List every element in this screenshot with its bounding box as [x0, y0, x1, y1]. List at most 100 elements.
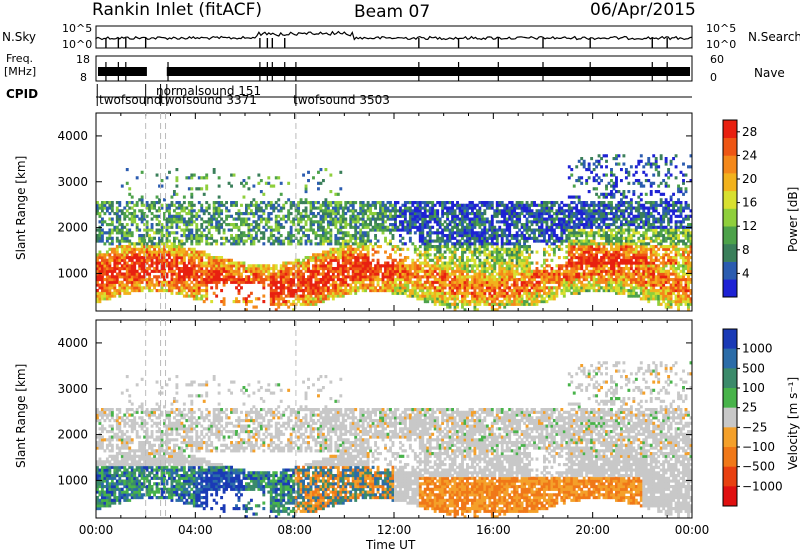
power-cell: [493, 261, 497, 265]
power-cell: [344, 261, 348, 265]
power-cell: [490, 267, 494, 271]
power-cell: [200, 231, 204, 235]
power-cell: [500, 261, 504, 265]
power-cell: [331, 201, 335, 205]
power-cell: [160, 250, 164, 254]
power-cell: [361, 258, 365, 262]
power-cell: [538, 234, 541, 238]
power-cell: [140, 170, 144, 174]
power-cell: [297, 228, 301, 232]
power-cell: [304, 297, 308, 301]
power-cell: [386, 269, 390, 273]
power-cell: [391, 269, 395, 273]
power-cell: [508, 228, 512, 232]
power-cell: [438, 280, 442, 284]
power-cell: [451, 291, 454, 295]
power-cell: [202, 176, 206, 180]
power-cell: [480, 223, 484, 227]
power-cell: [287, 286, 291, 290]
power-cell: [297, 206, 301, 210]
power-cell: [326, 289, 330, 293]
power-cell: [547, 291, 551, 295]
power-cell: [528, 261, 531, 265]
power-cell: [428, 247, 432, 251]
power-cell: [307, 239, 310, 243]
power-cell: [426, 291, 430, 295]
power-cell: [190, 258, 194, 262]
power-cell: [418, 283, 422, 287]
power-cell: [334, 286, 338, 290]
power-cell: [170, 223, 174, 227]
power-cell: [324, 168, 328, 172]
power-cell: [145, 261, 149, 265]
power-cell: [190, 228, 194, 232]
power-cell: [108, 286, 112, 290]
power-cell: [100, 297, 104, 301]
power-cell: [321, 267, 325, 271]
power-cell: [205, 264, 209, 268]
power-cell: [461, 203, 464, 207]
power-cell: [108, 291, 112, 295]
freq-trace-group: [97, 62, 690, 81]
power-cell: [317, 294, 320, 298]
power-cell: [381, 223, 385, 227]
power-cell: [190, 261, 194, 265]
power-cell: [182, 283, 186, 287]
power-cell: [371, 247, 375, 251]
power-cell: [100, 289, 104, 293]
power-cell: [217, 220, 221, 224]
power-cell: [361, 220, 365, 224]
power-cell: [351, 286, 355, 290]
power-cell: [436, 209, 440, 213]
power-cell: [525, 247, 529, 251]
power-cell: [98, 212, 102, 216]
power-cell: [441, 253, 445, 257]
power-cell: [324, 256, 328, 260]
power-cell: [470, 217, 474, 221]
power-cell: [140, 278, 144, 282]
power-cell: [351, 250, 355, 254]
power-cell: [475, 272, 479, 276]
power-cell: [133, 280, 137, 284]
power-cell: [158, 256, 161, 260]
power-cell: [408, 220, 412, 224]
power-cell: [145, 283, 149, 287]
power-cell: [257, 206, 261, 210]
power-cell: [123, 286, 127, 290]
power-cell: [182, 220, 186, 224]
power-cell: [113, 283, 117, 287]
power-cell: [490, 217, 494, 221]
power-cell: [158, 184, 161, 188]
power-cell: [314, 286, 318, 290]
power-cell: [475, 214, 479, 218]
power-cell: [366, 267, 370, 271]
power-cell: [359, 228, 363, 232]
power-cell: [202, 283, 206, 287]
power-cell: [523, 302, 527, 306]
power-cell: [98, 269, 102, 273]
power-cell: [175, 168, 179, 172]
power-cell: [495, 206, 499, 210]
power-cell: [441, 201, 445, 205]
power-cell: [225, 278, 229, 282]
power-cell: [225, 275, 229, 279]
power-cell: [468, 258, 472, 262]
power-cell: [321, 286, 325, 290]
power-cell: [520, 201, 524, 205]
power-cell: [105, 272, 109, 276]
power-cell: [369, 212, 373, 216]
power-cell: [329, 267, 333, 271]
power-cell: [108, 264, 112, 268]
power-cell: [478, 302, 482, 306]
power-cell: [227, 278, 231, 282]
power-cell: [361, 278, 365, 282]
power-cell: [264, 220, 268, 224]
power-cell: [329, 239, 333, 243]
power-cell: [110, 286, 114, 290]
power-cell: [451, 214, 454, 218]
power-cell: [500, 291, 504, 295]
power-cell: [384, 275, 387, 279]
power-cell: [478, 264, 482, 268]
power-cell: [217, 256, 221, 260]
power-cell: [115, 278, 119, 282]
